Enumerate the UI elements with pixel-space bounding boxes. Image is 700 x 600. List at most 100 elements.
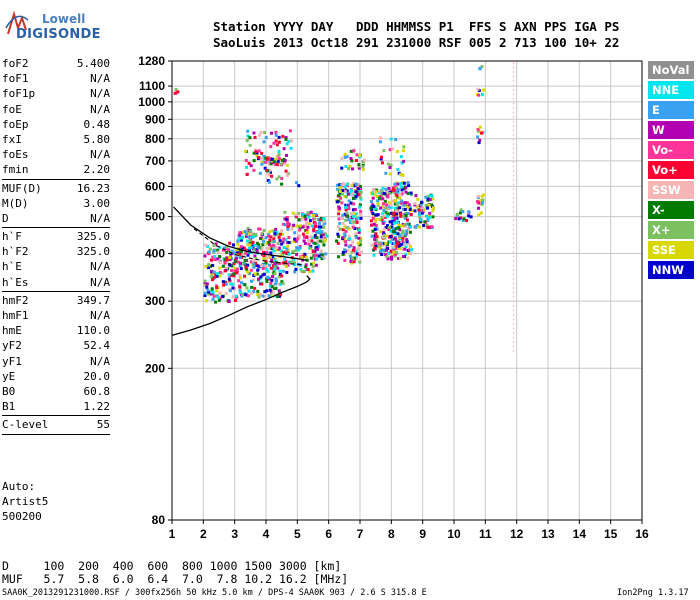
echo-point bbox=[356, 182, 360, 186]
echo-point bbox=[394, 244, 398, 248]
echo-point bbox=[295, 237, 299, 241]
echo-point bbox=[228, 258, 232, 262]
echo-point bbox=[312, 228, 316, 232]
echo-point bbox=[272, 287, 276, 291]
echo-point bbox=[428, 198, 432, 202]
echo-point bbox=[394, 137, 398, 141]
echo-point bbox=[278, 239, 282, 243]
y-tick-label: 200 bbox=[145, 361, 165, 375]
echo-point bbox=[277, 235, 281, 239]
echo-point bbox=[380, 218, 384, 222]
echo-point bbox=[245, 270, 249, 274]
echo-point bbox=[386, 257, 390, 261]
echo-point bbox=[385, 203, 389, 207]
echo-point bbox=[390, 257, 394, 261]
echo-point bbox=[414, 225, 418, 229]
echo-point bbox=[270, 131, 274, 135]
echo-point bbox=[265, 250, 269, 254]
echo-point bbox=[386, 212, 390, 216]
echo-point bbox=[269, 290, 273, 294]
echo-point bbox=[355, 220, 359, 224]
echo-point bbox=[251, 278, 255, 282]
legend-item: NNW bbox=[648, 261, 694, 279]
echo-point bbox=[398, 173, 402, 177]
echo-point bbox=[307, 242, 311, 246]
echo-point bbox=[404, 186, 408, 190]
echo-point bbox=[398, 234, 402, 238]
echo-point bbox=[415, 205, 419, 209]
echo-point bbox=[384, 206, 388, 210]
echo-point bbox=[270, 258, 274, 262]
echo-point bbox=[278, 294, 282, 298]
echo-point bbox=[425, 223, 429, 227]
param-label: B1 bbox=[2, 400, 16, 414]
echo-point bbox=[317, 228, 321, 232]
echo-point bbox=[246, 230, 250, 234]
echo-point bbox=[379, 244, 383, 248]
param-row: yF1 N/A bbox=[2, 354, 110, 369]
echo-point bbox=[392, 245, 396, 249]
echo-point bbox=[461, 218, 465, 222]
echo-point bbox=[259, 131, 263, 135]
echo-point bbox=[352, 220, 356, 224]
echo-point bbox=[216, 250, 220, 254]
echo-point bbox=[322, 225, 326, 229]
echo-point bbox=[379, 241, 383, 245]
echo-point bbox=[233, 269, 237, 273]
echo-point bbox=[426, 218, 430, 222]
echo-point bbox=[416, 197, 420, 201]
echo-point bbox=[272, 239, 276, 243]
echo-point bbox=[382, 191, 386, 195]
echo-point bbox=[285, 251, 289, 255]
echo-point bbox=[374, 238, 378, 242]
echo-point bbox=[212, 243, 216, 247]
electron-density-profile bbox=[171, 275, 311, 337]
echo-point bbox=[306, 239, 310, 243]
echo-point bbox=[306, 211, 310, 215]
echo-point bbox=[271, 291, 275, 295]
echo-point bbox=[285, 163, 289, 167]
echo-point bbox=[290, 227, 294, 231]
echo-point bbox=[264, 258, 268, 262]
digisonde-logo: Lowell DIGISONDE bbox=[4, 8, 114, 48]
echo-point bbox=[336, 187, 340, 191]
echo-point bbox=[338, 186, 342, 190]
echo-point bbox=[379, 230, 383, 234]
echo-point bbox=[204, 243, 208, 247]
echo-point bbox=[304, 217, 308, 221]
echo-point bbox=[336, 241, 340, 245]
echo-point bbox=[418, 211, 422, 215]
echo-point bbox=[236, 242, 240, 246]
echo-point bbox=[392, 248, 396, 252]
echo-point bbox=[348, 221, 352, 225]
echo-point bbox=[388, 166, 392, 170]
param-label: hmE bbox=[2, 324, 22, 338]
echo-point bbox=[277, 157, 281, 161]
param-row: yE 20.0 bbox=[2, 369, 110, 384]
echo-point bbox=[246, 263, 250, 267]
echo-point bbox=[239, 261, 243, 265]
echo-point bbox=[245, 232, 249, 236]
echo-point bbox=[307, 215, 311, 219]
echo-point bbox=[357, 244, 361, 248]
echo-point bbox=[406, 181, 410, 185]
plot-area bbox=[172, 61, 642, 520]
echo-point bbox=[291, 250, 295, 254]
echo-point bbox=[349, 149, 353, 153]
echo-point bbox=[305, 231, 309, 235]
echo-point bbox=[371, 203, 375, 207]
echo-point bbox=[316, 218, 320, 222]
echo-point bbox=[395, 186, 399, 190]
echo-point bbox=[458, 211, 462, 215]
echo-point bbox=[341, 189, 345, 193]
echo-point bbox=[379, 155, 383, 159]
echo-point bbox=[216, 248, 220, 252]
echo-point bbox=[265, 267, 269, 271]
echo-point bbox=[271, 264, 275, 268]
param-row: B1 1.22 bbox=[2, 399, 110, 414]
echo-point bbox=[288, 129, 292, 133]
echo-point bbox=[277, 135, 281, 139]
echo-point bbox=[382, 149, 386, 153]
echo-point bbox=[297, 236, 301, 240]
echo-point bbox=[370, 210, 374, 214]
